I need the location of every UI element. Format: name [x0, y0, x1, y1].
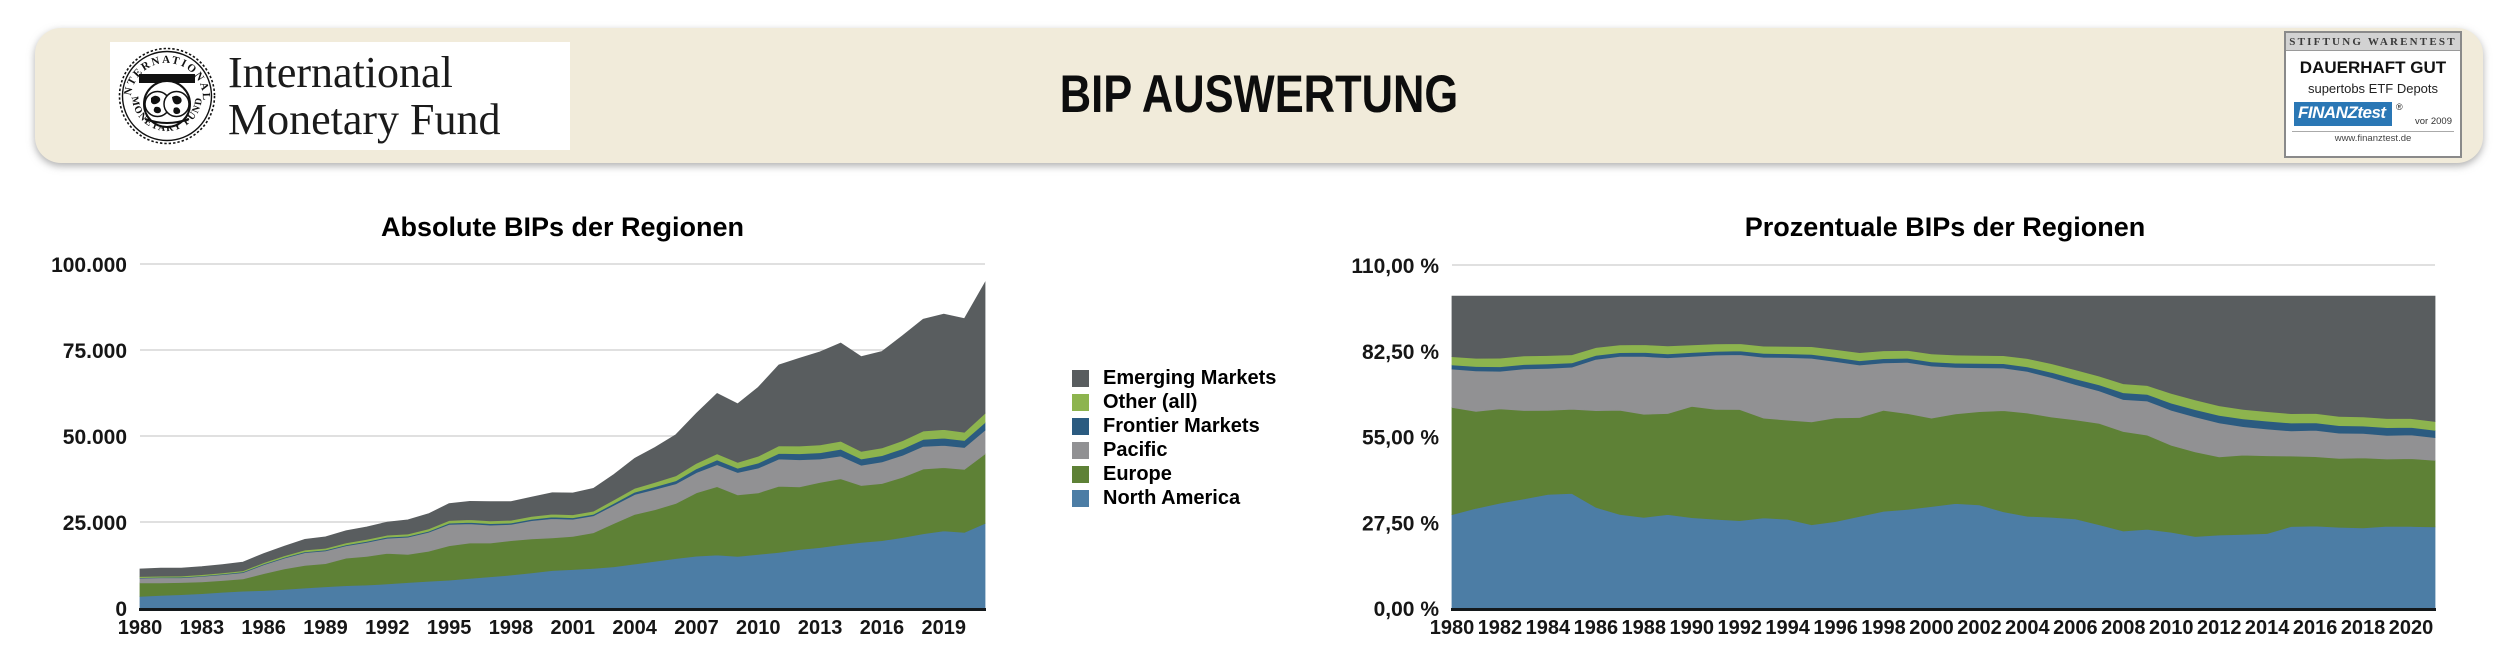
- y-tick-label: 100.000: [51, 254, 127, 277]
- x-tick-label: 2014: [2245, 617, 2290, 639]
- x-tick-label: 1998: [489, 617, 534, 639]
- x-tick-label: 2010: [736, 617, 781, 639]
- x-tick-label: 2007: [674, 617, 719, 639]
- finanztest-logo-test: test: [2357, 103, 2386, 122]
- badge-rating: DAUERHAFT GUT: [2299, 58, 2447, 77]
- legend-swatch-other-all: [1072, 393, 1089, 411]
- x-tick-label: 1998: [1861, 617, 1906, 639]
- x-tick-label: 2016: [860, 617, 905, 639]
- legend-item: North America: [1072, 486, 1276, 510]
- x-tick-label: 2018: [2341, 617, 2386, 639]
- chart-legend: Emerging Markets Other (all) Frontier Ma…: [1072, 366, 1276, 510]
- imf-seal-icon: INTERNATIONAL MONETARY FUND: [118, 47, 216, 145]
- y-tick-label: 0,00 %: [1374, 598, 1440, 621]
- finanztest-logo-finanz: FINANZ: [2298, 103, 2358, 122]
- x-tick-label: 1992: [1717, 617, 1762, 639]
- badge-subject: supertobs ETF Depots: [2307, 81, 2439, 96]
- y-tick-label: 110,00 %: [1351, 255, 1439, 278]
- x-tick-label: 1992: [365, 617, 410, 639]
- badge-url: www.finanztest.de: [2292, 131, 2454, 144]
- x-tick-label: 1984: [1526, 617, 1571, 639]
- legend-label: Other (all): [1103, 390, 1198, 413]
- legend-item: Europe: [1072, 462, 1276, 486]
- x-tick-label: 2000: [1909, 617, 1954, 639]
- x-tick-label: 1994: [1765, 617, 1810, 639]
- y-tick-label: 82,50 %: [1362, 341, 1439, 364]
- legend-item: Frontier Markets: [1072, 414, 1276, 438]
- x-tick-label: 1990: [1670, 617, 1715, 639]
- legend-item: Other (all): [1072, 390, 1276, 414]
- badge-brand-row: FINANZtest ® vor 2009: [2286, 102, 2460, 129]
- page-title: BIP AUSWERTUNG: [1059, 65, 1459, 124]
- imf-logo-line1: International: [228, 47, 453, 97]
- x-tick-label: 2013: [798, 617, 843, 639]
- badge-header: STIFTUNG WARENTEST: [2286, 33, 2460, 51]
- legend-item: Pacific: [1072, 438, 1276, 462]
- y-tick-label: 75.000: [63, 340, 127, 363]
- legend-swatch-europe: [1072, 465, 1089, 483]
- y-tick-label: 27,50 %: [1362, 512, 1439, 535]
- x-tick-label: 1989: [303, 617, 348, 639]
- legend-item: Emerging Markets: [1072, 366, 1276, 390]
- x-tick-label: 1986: [1574, 617, 1619, 639]
- finanztest-logo: FINANZtest: [2294, 102, 2392, 126]
- legend-swatch-pacific: [1072, 441, 1089, 459]
- x-tick-label: 2006: [2053, 617, 2098, 639]
- x-tick-label: 1980: [1430, 617, 1475, 639]
- x-tick-label: 1988: [1622, 617, 1667, 639]
- x-tick-label: 2020: [2389, 617, 2434, 639]
- header-panel: INTERNATIONAL MONETARY FUND Internationa…: [35, 28, 2483, 163]
- legend-label: Europe: [1103, 462, 1172, 485]
- y-tick-label: 55,00 %: [1362, 427, 1439, 450]
- y-tick-label: 0: [115, 598, 127, 621]
- x-tick-label: 2008: [2101, 617, 2146, 639]
- x-tick-label: 1995: [427, 617, 472, 639]
- x-tick-label: 2004: [2005, 617, 2050, 639]
- registered-mark: ®: [2396, 102, 2403, 112]
- absolute-bip-chart: 0 25.000 50.000 75.000 100.000 1980 1983 1986 19…: [51, 254, 986, 639]
- chart-title-percent: Prozentuale BIPs der Regionen: [1744, 212, 2146, 242]
- x-tick-label: 2019: [922, 617, 967, 639]
- imf-logo-line2: Monetary Fund: [228, 95, 501, 144]
- chart-title-absolute: Absolute BIPs der Regionen: [380, 212, 745, 242]
- x-tick-label: 2001: [551, 617, 596, 639]
- y-tick-label: 50.000: [63, 426, 127, 449]
- legend-label: Frontier Markets: [1103, 414, 1260, 437]
- warentest-badge: STIFTUNG WARENTEST DAUERHAFT GUT superto…: [2284, 31, 2462, 158]
- legend-swatch-frontier-markets: [1072, 417, 1089, 435]
- legend-swatch-north-america: [1072, 489, 1089, 507]
- badge-note: vor 2009: [2415, 116, 2452, 127]
- x-tick-label: 2010: [2149, 617, 2194, 639]
- x-tick-label: 2004: [612, 617, 657, 639]
- x-tick-label: 1996: [1813, 617, 1858, 639]
- x-tick-label: 2012: [2197, 617, 2242, 639]
- legend-label: Emerging Markets: [1103, 366, 1277, 389]
- x-tick-label: 1982: [1478, 617, 1523, 639]
- legend-swatch-emerging-markets: [1072, 369, 1089, 387]
- x-tick-label: 2002: [1957, 617, 2002, 639]
- x-tick-label: 1983: [180, 617, 225, 639]
- imf-logo: INTERNATIONAL MONETARY FUND Internationa…: [110, 42, 570, 150]
- x-tick-label: 2016: [2293, 617, 2338, 639]
- percent-bip-chart: 0,00 %27,50 %55,00 %82,50 %110,00 %1980 1…: [1351, 255, 2436, 639]
- legend-label: North America: [1103, 486, 1241, 509]
- x-tick-label: 1986: [241, 617, 286, 639]
- legend-label: Pacific: [1103, 438, 1168, 461]
- imf-logo-text: International Monetary Fund: [228, 49, 501, 143]
- y-tick-label: 25.000: [63, 512, 127, 535]
- x-tick-label: 1980: [118, 617, 163, 639]
